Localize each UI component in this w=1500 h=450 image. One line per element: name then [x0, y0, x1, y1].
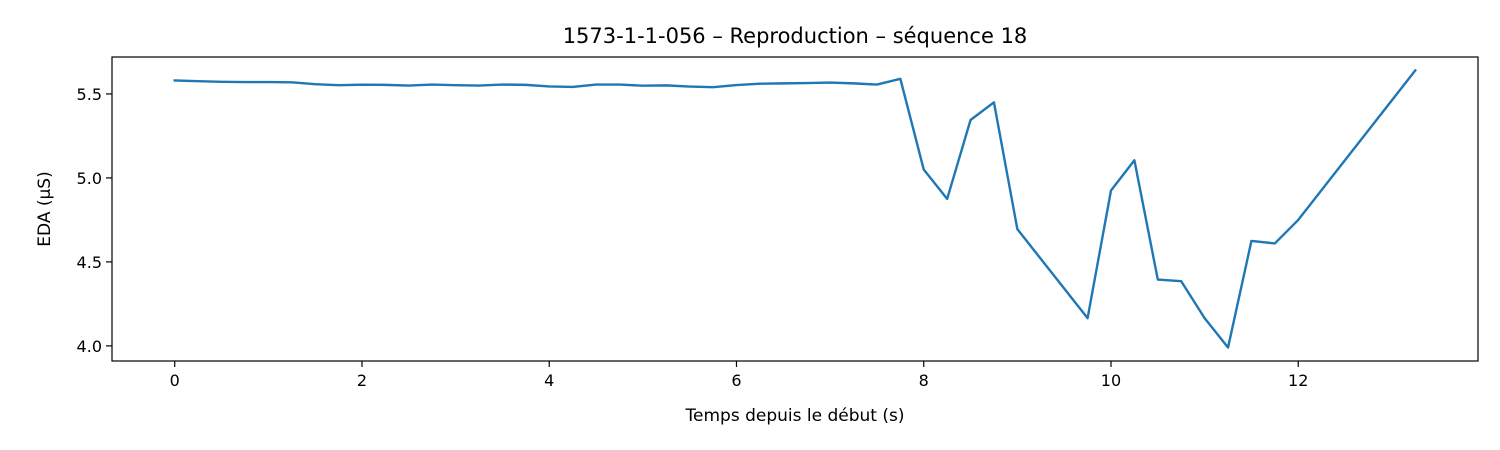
x-tick-label: 0 [170, 371, 180, 390]
y-tick-label: 5.5 [77, 85, 102, 104]
x-tick-label: 10 [1101, 371, 1121, 390]
x-axis: 0 2 4 6 8 10 12 [170, 361, 1308, 390]
y-axis: 4.0 4.5 5.0 5.5 [77, 85, 112, 356]
series-layer [173, 68, 1417, 349]
y-axis-title: EDA (µS) [35, 171, 55, 246]
plot-area-background [112, 57, 1478, 361]
x-tick-label: 12 [1288, 371, 1308, 390]
x-tick-label: 6 [731, 371, 741, 390]
series-line [173, 68, 1417, 349]
x-tick-label: 8 [919, 371, 929, 390]
x-axis-title: Temps depuis le début (s) [685, 406, 905, 426]
plot-frame [111, 56, 1479, 362]
x-tick-label: 2 [357, 371, 367, 390]
y-tick-label: 4.5 [77, 253, 102, 272]
y-tick-label: 5.0 [77, 169, 102, 188]
x-tick-label: 4 [544, 371, 554, 390]
chart-title: 1573-1-1-056 – Reproduction – séquence 1… [563, 24, 1028, 48]
y-tick-label: 4.0 [77, 337, 102, 356]
